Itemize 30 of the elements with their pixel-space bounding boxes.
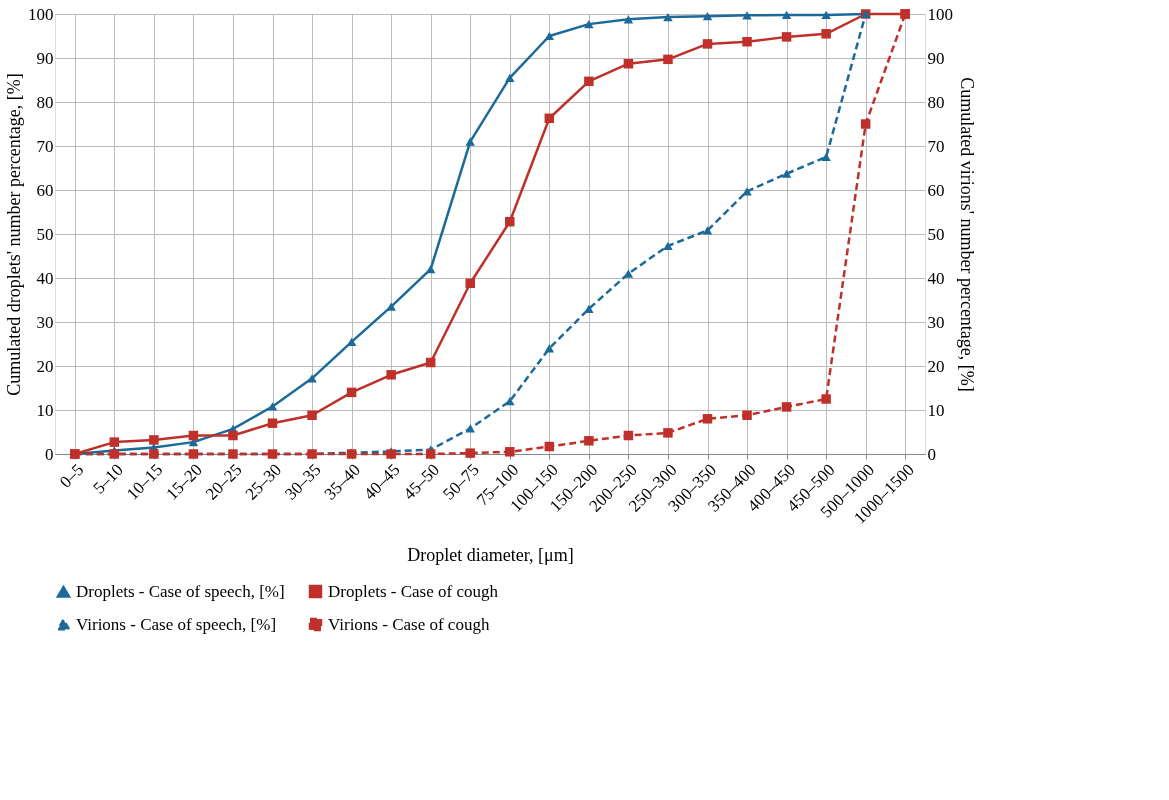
y-tick-label: 80	[36, 92, 54, 112]
y-tick-label: 40	[36, 268, 54, 288]
y-tick-label: 10	[36, 400, 54, 420]
legend-label: Droplets - Case of speech, [%]	[76, 581, 285, 601]
legend-label: Virions - Case of speech, [%]	[76, 614, 277, 634]
y2-tick-label: 10	[927, 400, 945, 420]
legend-label: Droplets - Case of cough	[328, 581, 499, 601]
y2-tick-label: 100	[927, 4, 953, 24]
legend-label: Virions - Case of cough	[328, 614, 490, 634]
y-tick-label: 20	[36, 356, 54, 376]
y2-tick-label: 0	[927, 444, 936, 464]
y2-axis-title: Cumulated virions' number percentage, [%]	[957, 77, 977, 392]
y-tick-label: 90	[36, 48, 54, 68]
x-tick-label: 0–5	[55, 460, 88, 492]
y-tick-label: 70	[36, 136, 54, 156]
y2-tick-label: 20	[927, 356, 945, 376]
y-tick-label: 100	[28, 4, 54, 24]
y2-tick-label: 50	[927, 224, 945, 244]
y-tick-label: 60	[36, 180, 54, 200]
y-tick-label: 50	[36, 224, 54, 244]
y2-tick-label: 30	[927, 312, 945, 332]
y2-tick-label: 40	[927, 268, 945, 288]
y-tick-label: 30	[36, 312, 54, 332]
y-tick-label: 0	[45, 444, 54, 464]
y2-tick-label: 80	[927, 92, 945, 112]
y2-tick-label: 60	[927, 180, 945, 200]
y-axis-title: Cumulated droplets' number percentage, [%]	[4, 73, 24, 396]
y2-tick-label: 70	[927, 136, 945, 156]
x-axis-title: Droplet diameter, [μm]	[407, 544, 574, 565]
y2-tick-label: 90	[927, 48, 945, 68]
